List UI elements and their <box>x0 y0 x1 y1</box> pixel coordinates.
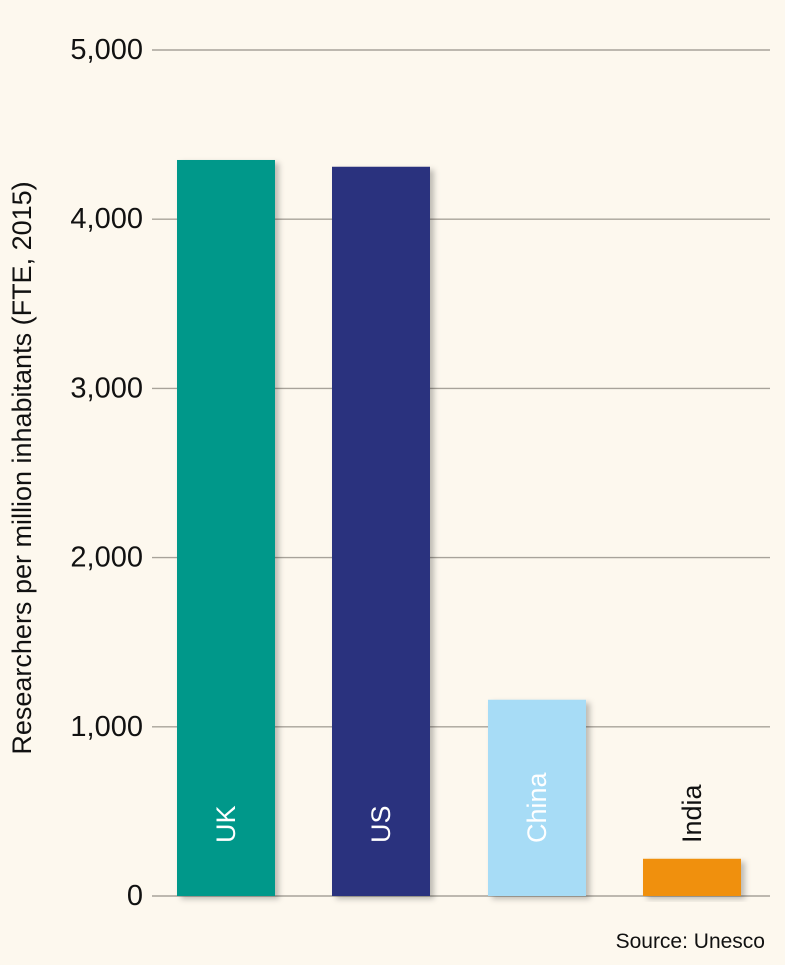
bar-label-us: US <box>366 805 396 843</box>
bar-label-uk: UK <box>211 805 241 843</box>
bar-india <box>643 858 741 896</box>
bar-china <box>488 699 586 896</box>
bar-label-india: India <box>677 783 707 843</box>
bar-labels: UK US China India <box>211 771 707 843</box>
bar-us <box>332 166 430 897</box>
source-note: Source: Unesco <box>615 930 765 953</box>
bar-uk <box>177 159 275 897</box>
y-tick-label: 0 <box>127 880 143 912</box>
bar-label-china: China <box>522 771 552 843</box>
y-axis-ticks: 0 1,000 2,000 3,000 4,000 5,000 <box>70 34 143 912</box>
y-tick-label: 5,000 <box>70 34 143 66</box>
bars <box>177 159 741 897</box>
y-tick-label: 3,000 <box>70 372 143 404</box>
y-tick-label: 4,000 <box>70 203 143 235</box>
y-tick-label: 1,000 <box>70 711 143 743</box>
y-tick-label: 2,000 <box>70 542 143 574</box>
y-axis-label: Researchers per million inhabitants (FTE… <box>7 181 37 754</box>
